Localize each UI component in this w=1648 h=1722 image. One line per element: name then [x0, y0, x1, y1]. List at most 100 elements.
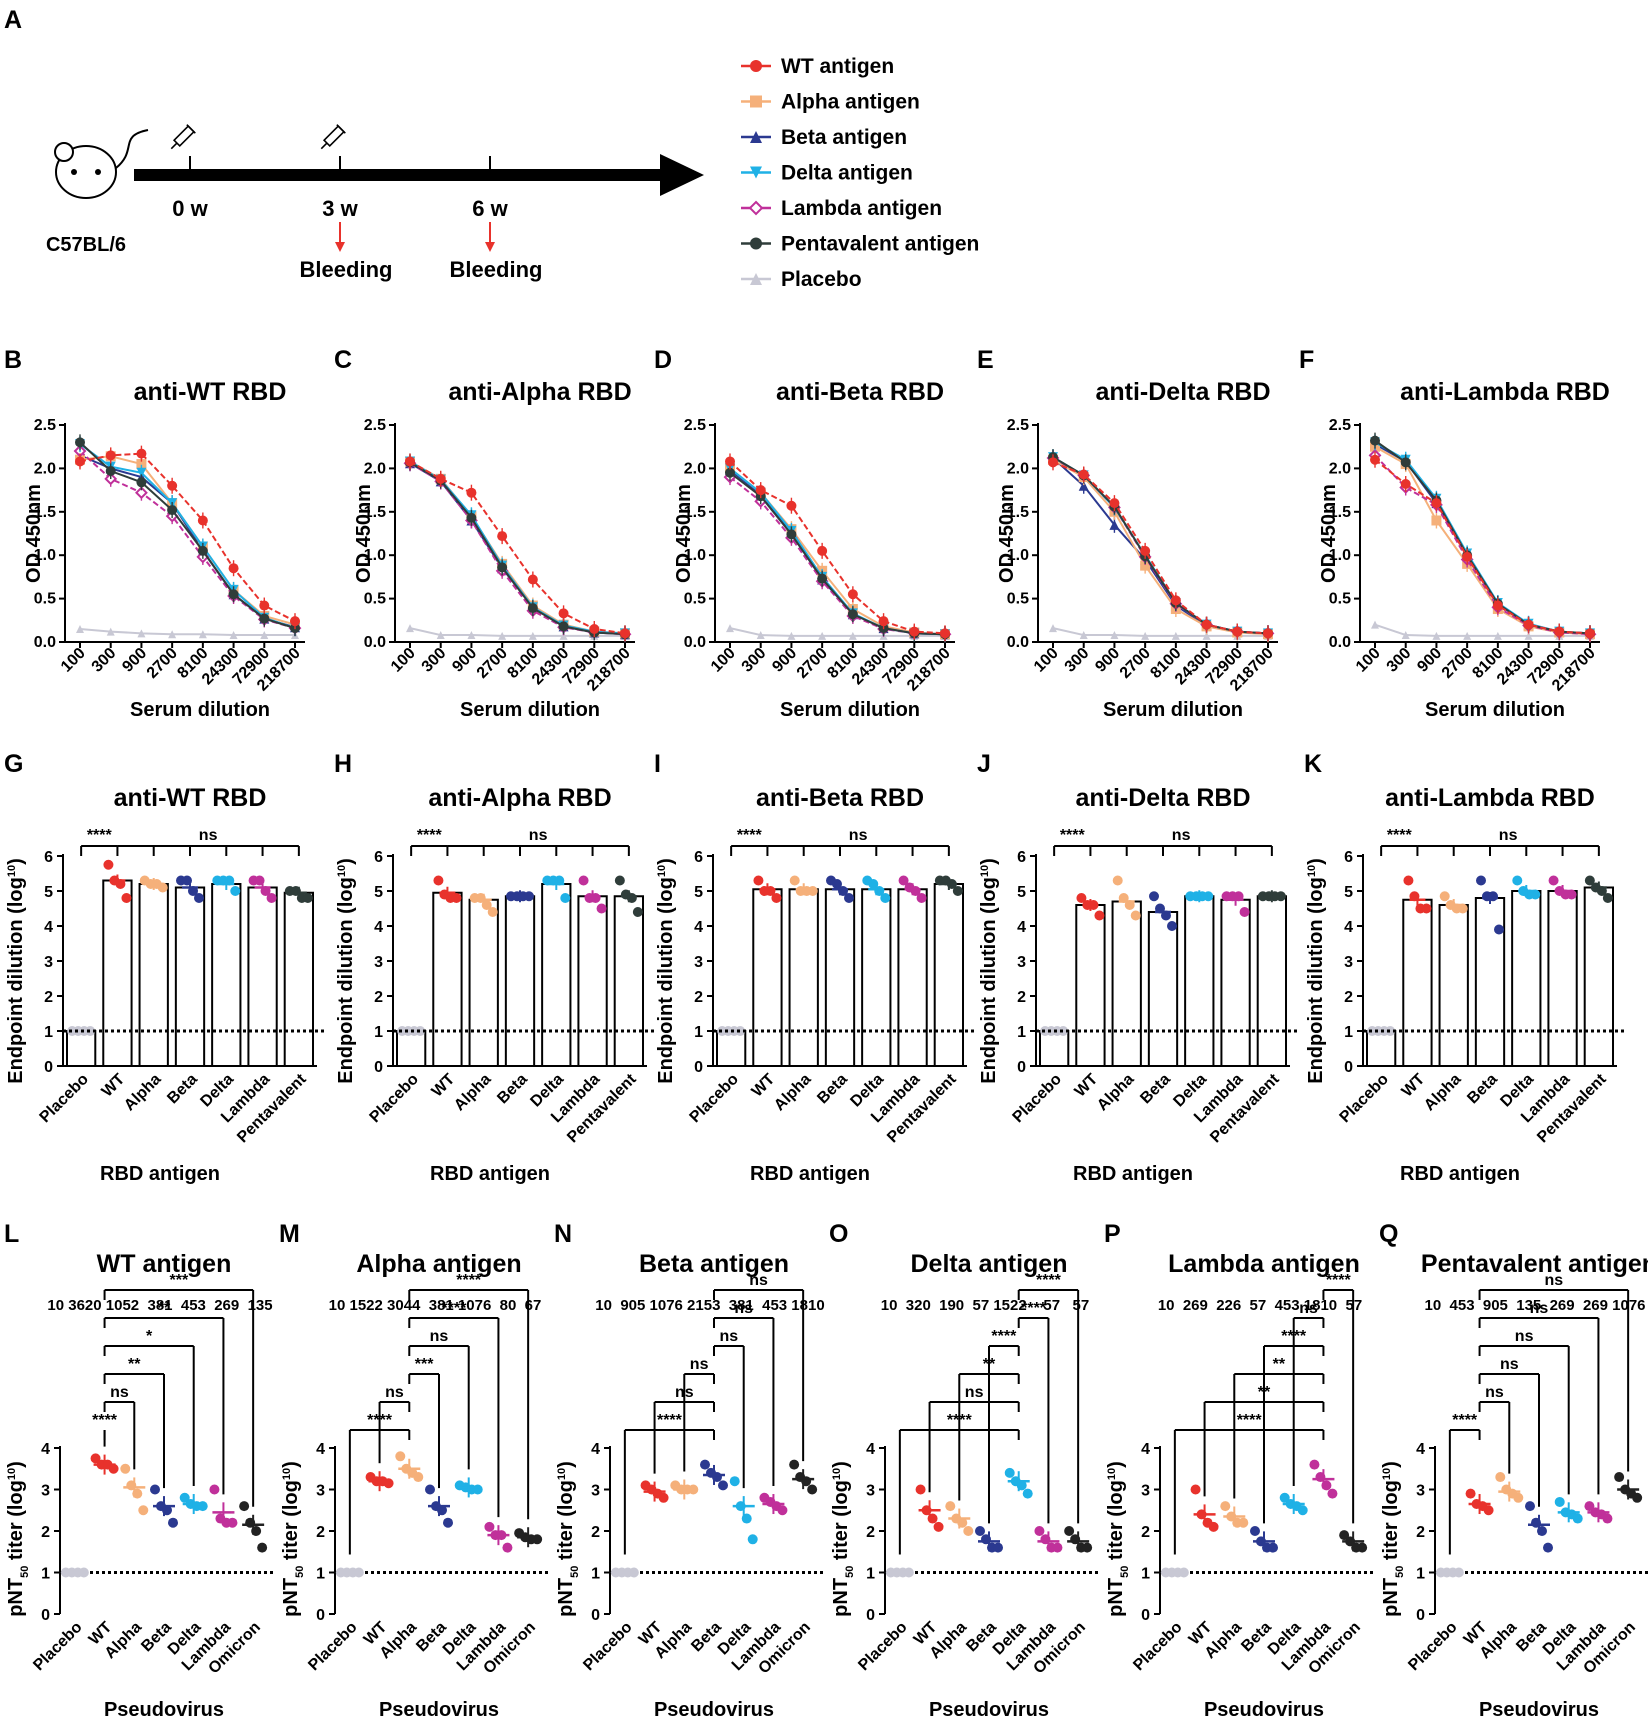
panel-label: Q [1379, 1220, 1398, 1248]
data-point [239, 1501, 250, 1512]
bar [468, 898, 499, 1067]
bar [283, 891, 315, 1067]
y-axis-title-sup: 10 [6, 865, 18, 877]
data-point-placebo [436, 631, 445, 640]
data-point [1052, 1542, 1063, 1553]
x-axis-title: Pseudovirus [1479, 1699, 1599, 1721]
x-tick-label: 2700 [1117, 645, 1154, 682]
series-line-delta [79, 443, 296, 630]
diamond-marker-icon [748, 200, 764, 216]
legend-label: Lambda antigen [781, 197, 942, 220]
sig-label: **** [1036, 1272, 1062, 1289]
data-point [898, 875, 909, 886]
y-tick-label: 2.5 [34, 417, 56, 434]
y-tick-label: 1.0 [364, 547, 386, 564]
bar [1038, 1030, 1070, 1067]
data-point [532, 1534, 543, 1545]
x-tick-label: 100 [388, 645, 419, 676]
y-tick-label: 1.0 [1007, 547, 1029, 564]
sig-label: **** [657, 1412, 683, 1429]
sig-label: ns [529, 827, 548, 844]
data-point [197, 1501, 208, 1512]
x-tick-label: Placebo [580, 1619, 636, 1675]
bar [1147, 911, 1179, 1067]
data-point [257, 1542, 268, 1553]
bar [504, 895, 536, 1067]
series-line-wt [1374, 458, 1591, 635]
y-tick-label: 3 [41, 1483, 50, 1500]
bar [1511, 890, 1542, 1067]
sig-label: **** [456, 1272, 482, 1289]
y-tick-label: 4 [44, 919, 53, 936]
data-point [915, 1484, 926, 1495]
data-point-alpha [1431, 515, 1442, 526]
x-tick-label: Alpha [1094, 1071, 1138, 1115]
sig-label: *** [170, 1272, 189, 1289]
y-tick-label: 0.5 [1329, 591, 1351, 608]
series-line-pentavalent [1374, 439, 1591, 635]
y-tick-label: 3 [1344, 954, 1353, 971]
series-line-wt [79, 452, 296, 623]
y-tick-label: 0.0 [684, 634, 706, 651]
sig-label: * [146, 1328, 153, 1345]
data-point-pentavalent [466, 512, 477, 523]
y-axis-title: pNT50 titer (log10) [1105, 1461, 1131, 1617]
x-axis-title: Pseudovirus [929, 1699, 1049, 1721]
y-tick-label: 2 [316, 1524, 325, 1541]
y-tick-label: 3 [44, 954, 53, 971]
x-axis-title: Pseudovirus [654, 1699, 774, 1721]
y-axis-title-b: titer (log [1105, 1480, 1127, 1566]
syringe-plunger [186, 124, 196, 134]
x-tick-label: Placebo [30, 1619, 86, 1675]
y-axis-title: pNT50 titer (log10) [830, 1461, 856, 1617]
data-point-placebo [1371, 620, 1379, 629]
data-point [1309, 1459, 1320, 1470]
y-axis-title-sup: 10 [1306, 865, 1318, 877]
data-point [1439, 891, 1450, 902]
sig-label: ns [430, 1328, 449, 1345]
data-point-wt [75, 456, 85, 467]
sig-label: ns [1515, 1328, 1534, 1345]
neutralization-panel-l: L WT antigen 10 3620 1052 381 453 269 135 0… [4, 1220, 276, 1721]
mouse-tail [115, 129, 149, 169]
y-tick-label: 3 [1141, 1483, 1150, 1500]
y-tick-label: 0.5 [364, 591, 386, 608]
data-point [1421, 903, 1432, 914]
data-point [413, 1472, 424, 1483]
data-point-wt [197, 515, 208, 526]
circle-marker-icon [750, 237, 762, 250]
bar [1402, 898, 1433, 1067]
data-point [807, 886, 818, 896]
series-line-placebo [409, 627, 625, 637]
sig-label: **** [1021, 1300, 1047, 1317]
legend-item: WT antigen [741, 55, 894, 78]
y-axis-title-a: pNT [830, 1578, 852, 1617]
y-axis-title-c: ) [1380, 1461, 1402, 1468]
data-point [807, 1484, 818, 1495]
series-line-wt [409, 460, 626, 635]
x-tick-label: Placebo [305, 1619, 361, 1675]
panel-label: M [279, 1220, 300, 1248]
y-tick-label: 2 [1344, 989, 1353, 1006]
data-point-wt [1263, 628, 1273, 639]
x-axis-title: Serum dilution [1103, 699, 1243, 721]
data-point [1476, 875, 1486, 886]
data-point-wt [527, 574, 538, 585]
y-axis-title: Endpoint dilution (log10) [1305, 858, 1327, 1084]
data-point [1238, 1517, 1249, 1528]
data-point [302, 893, 313, 903]
x-axis-title: RBD antigen [430, 1163, 550, 1185]
y-tick-label: 2.0 [1007, 460, 1029, 477]
y-axis-title-sub: 50 [1394, 1566, 1406, 1578]
x-axis-title: Pseudovirus [1204, 1699, 1324, 1721]
y-axis-title: OD 450nm [23, 484, 45, 583]
data-point [502, 1542, 513, 1553]
bar [752, 888, 783, 1067]
y-axis-title-end: ) [1305, 858, 1327, 865]
data-point [1208, 1521, 1219, 1532]
y-axis-title-sup: 10 [831, 1468, 843, 1480]
data-point-placebo [1110, 631, 1119, 640]
data-point [771, 893, 782, 903]
data-point [1297, 1505, 1308, 1516]
